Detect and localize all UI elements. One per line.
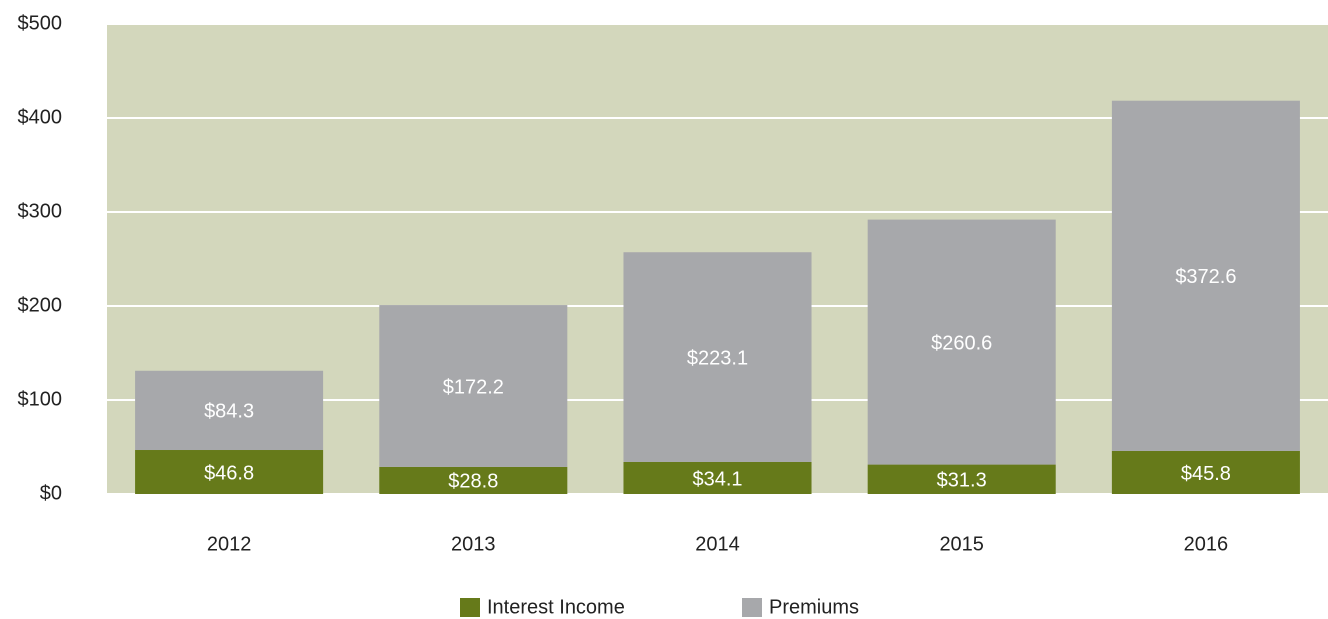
bar-segment (623, 461, 812, 494)
x-tick-label: 2014 (695, 533, 740, 555)
bar-segment (867, 464, 1056, 494)
value-label: $46.8 (204, 462, 254, 484)
bar-segment (1111, 450, 1300, 494)
value-label: $31.3 (937, 470, 987, 492)
y-tick-label: $300 (18, 200, 63, 222)
value-label: $372.6 (1175, 266, 1236, 288)
y-tick-label: $500 (18, 12, 63, 34)
bar-segment (135, 370, 324, 451)
y-tick-label: $400 (18, 106, 63, 128)
bar-segment (623, 252, 812, 462)
value-label: $28.8 (448, 471, 498, 493)
x-tick-label: 2012 (207, 533, 252, 555)
value-label: $45.8 (1181, 463, 1231, 485)
bar-segment (379, 305, 568, 467)
value-label: $223.1 (687, 347, 748, 369)
value-label: $34.1 (692, 468, 742, 490)
x-tick-label: 2016 (1184, 533, 1229, 555)
y-tick-label: $0 (40, 482, 62, 504)
legend-swatch (742, 598, 762, 617)
y-tick-label: $200 (18, 294, 63, 316)
legend-label: Interest Income (487, 596, 625, 618)
legend-swatch (460, 598, 480, 617)
bar-segment (1111, 100, 1300, 451)
bar-segment (379, 466, 568, 494)
y-tick-label: $100 (18, 388, 63, 410)
bar-segment (867, 219, 1056, 465)
legend-label: Premiums (769, 596, 859, 618)
x-tick-label: 2015 (939, 533, 984, 555)
x-tick-label: 2013 (451, 533, 496, 555)
value-label: $172.2 (443, 376, 504, 398)
value-label: $260.6 (931, 332, 992, 354)
bar-segment (135, 450, 324, 494)
value-label: $84.3 (204, 401, 254, 423)
